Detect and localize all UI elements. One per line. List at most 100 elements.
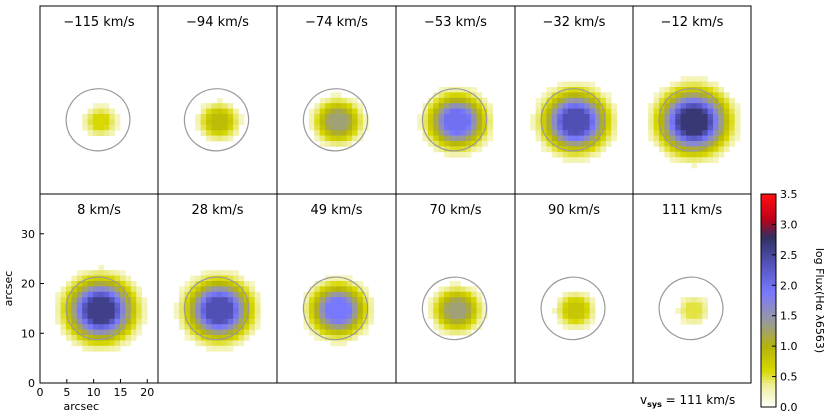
emission-pixel xyxy=(600,146,607,153)
emission-pixel xyxy=(659,135,665,142)
emission-pixel xyxy=(211,302,218,309)
systemic-velocity-label: vsys = 111 km/s xyxy=(640,393,735,409)
emission-pixel xyxy=(82,297,88,303)
emission-pixel xyxy=(562,135,569,142)
emission-pixel xyxy=(723,124,730,131)
emission-pixel xyxy=(696,130,703,136)
emission-pixel xyxy=(341,291,348,298)
emission-pixel xyxy=(120,340,126,347)
emission-pixel xyxy=(438,302,445,309)
emission-pixel xyxy=(357,124,364,131)
sys-subscript: sys xyxy=(647,400,662,409)
emission-pixel xyxy=(330,130,337,136)
emission-pixel xyxy=(675,97,681,104)
emission-pixel xyxy=(249,313,256,320)
emission-pixel xyxy=(233,108,239,115)
emission-pixel xyxy=(200,308,207,314)
emission-pixels xyxy=(173,270,261,352)
emission-pixel xyxy=(71,324,78,330)
emission-pixel xyxy=(233,275,239,282)
emission-pixel xyxy=(319,329,326,336)
emission-pixel xyxy=(357,291,364,298)
emission-pixel xyxy=(120,297,126,303)
emission-pixel xyxy=(444,97,450,104)
emission-pixel xyxy=(114,345,121,352)
emission-pixel xyxy=(460,291,467,298)
emission-pixel xyxy=(557,130,563,136)
emission-pixel xyxy=(589,313,596,320)
emission-pixel xyxy=(696,302,703,309)
emission-pixel xyxy=(227,281,234,287)
emission-pixel xyxy=(691,135,698,142)
emission-pixel xyxy=(427,97,434,104)
emission-pixel xyxy=(243,308,250,314)
emission-pixel xyxy=(216,329,223,336)
emission-pixel xyxy=(568,151,574,158)
emission-pixel xyxy=(691,114,698,120)
emission-pixel xyxy=(216,345,223,352)
emission-pixel xyxy=(103,281,110,287)
emission-pixel xyxy=(707,157,714,163)
emission-pixel xyxy=(66,281,72,287)
emission-pixel xyxy=(557,297,563,303)
emission-pixel xyxy=(487,119,494,126)
emission-pixel xyxy=(675,157,681,163)
emission-pixel xyxy=(227,345,234,352)
emission-pixel xyxy=(438,146,445,153)
emission-pixel xyxy=(605,119,612,126)
emission-pixel xyxy=(541,141,547,147)
emission-pixel xyxy=(98,108,105,115)
emission-pixel xyxy=(114,335,121,341)
colorbar-segment xyxy=(761,379,776,384)
emission-pixel xyxy=(568,108,574,115)
emission-pixel xyxy=(487,114,494,120)
x-tick-label: 20 xyxy=(140,386,154,399)
colorbar-segment xyxy=(761,227,776,232)
emission-pixel xyxy=(243,286,250,293)
emission-pixel xyxy=(449,108,456,115)
emission-pixel xyxy=(675,141,681,147)
emission-pixel xyxy=(200,130,207,136)
emission-pixel xyxy=(487,135,494,142)
emission-pixel xyxy=(605,114,612,120)
emission-pixel xyxy=(578,318,585,325)
emission-pixel xyxy=(206,103,212,109)
emission-pixel xyxy=(87,130,94,136)
emission-pixel xyxy=(686,114,692,120)
emission-pixel xyxy=(702,76,708,82)
emission-pixel xyxy=(114,313,121,320)
emission-pixel xyxy=(691,151,698,158)
emission-pixel xyxy=(659,87,665,93)
colorbar-segment xyxy=(761,209,776,213)
colorbar-tick-label: 2.0 xyxy=(780,279,798,292)
emission-pixel xyxy=(98,345,105,352)
emission-pixel xyxy=(427,119,434,126)
emission-pixel xyxy=(562,151,569,158)
emission-pixel xyxy=(449,135,456,142)
emission-pixel xyxy=(653,141,660,147)
emission-pixel xyxy=(729,108,735,115)
emission-pixel xyxy=(71,297,78,303)
emission-pixel xyxy=(449,291,456,298)
emission-pixel xyxy=(227,275,234,282)
emission-pixel xyxy=(568,291,574,298)
emission-pixel xyxy=(702,157,708,163)
emission-pixel xyxy=(319,324,326,330)
emission-pixel xyxy=(573,318,580,325)
emission-pixel xyxy=(325,329,331,336)
emission-pixel xyxy=(680,146,687,153)
emission-pixel xyxy=(449,119,456,126)
emission-pixel xyxy=(55,318,61,325)
emission-pixel xyxy=(227,324,234,330)
emission-pixel xyxy=(200,275,207,282)
emission-pixel xyxy=(206,114,212,120)
emission-pixel xyxy=(680,92,687,99)
emission-pixel xyxy=(702,114,708,120)
emission-pixel xyxy=(444,318,450,325)
emission-pixel xyxy=(444,103,450,109)
emission-pixel xyxy=(605,103,612,109)
emission-pixel xyxy=(686,124,692,131)
emission-pixel xyxy=(562,302,569,309)
emission-pixel xyxy=(481,313,488,320)
